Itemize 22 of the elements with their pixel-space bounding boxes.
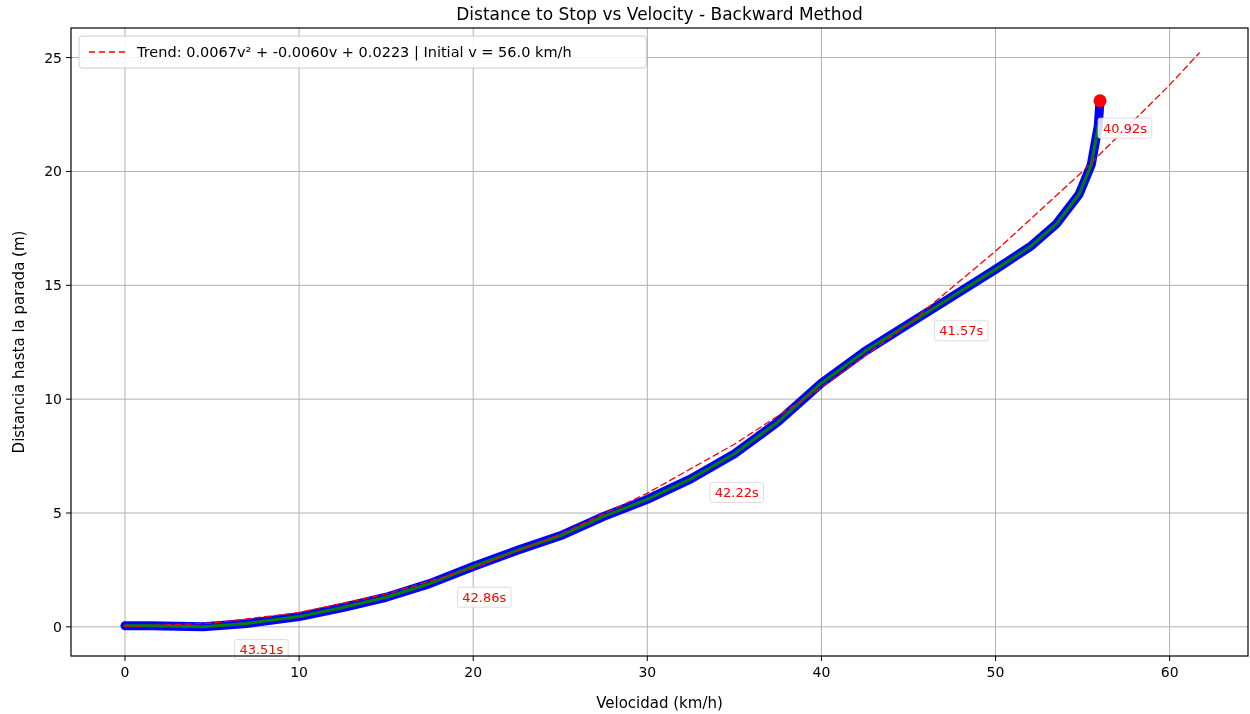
- x-tick-label: 0: [120, 664, 130, 680]
- annotation: 42.86s: [462, 589, 507, 605]
- x-tick-label: 10: [290, 664, 308, 680]
- y-tick-label: 20: [44, 163, 62, 180]
- x-tick-label: 20: [464, 664, 483, 680]
- y-tick-label: 15: [44, 277, 62, 294]
- y-axis-title: Distancia hasta la parada (m): [10, 230, 28, 454]
- y-tick-label: 5: [53, 505, 62, 521]
- chart-title: Distance to Stop vs Velocity - Backward Method: [456, 4, 863, 24]
- legend-label: Trend: 0.0067v² + -0.0060v + 0.0223 | Initial v = 56.0 km/h: [136, 44, 572, 61]
- y-tick-label: 10: [44, 391, 62, 408]
- annotation: 40.92s: [1103, 120, 1148, 136]
- x-axis-title: Velocidad (km/h): [596, 694, 723, 712]
- x-tick-label: 40: [812, 664, 831, 680]
- annotation: 42.22s: [714, 484, 759, 500]
- x-tick-label: 60: [1160, 664, 1179, 680]
- x-tick-label: 30: [638, 664, 657, 680]
- annotation: 41.57s: [939, 323, 984, 339]
- y-tick-label: 25: [44, 49, 62, 66]
- annotation: 43.51s: [239, 642, 284, 658]
- y-tick-label: 0: [53, 618, 62, 635]
- x-tick-label: 50: [986, 664, 1005, 680]
